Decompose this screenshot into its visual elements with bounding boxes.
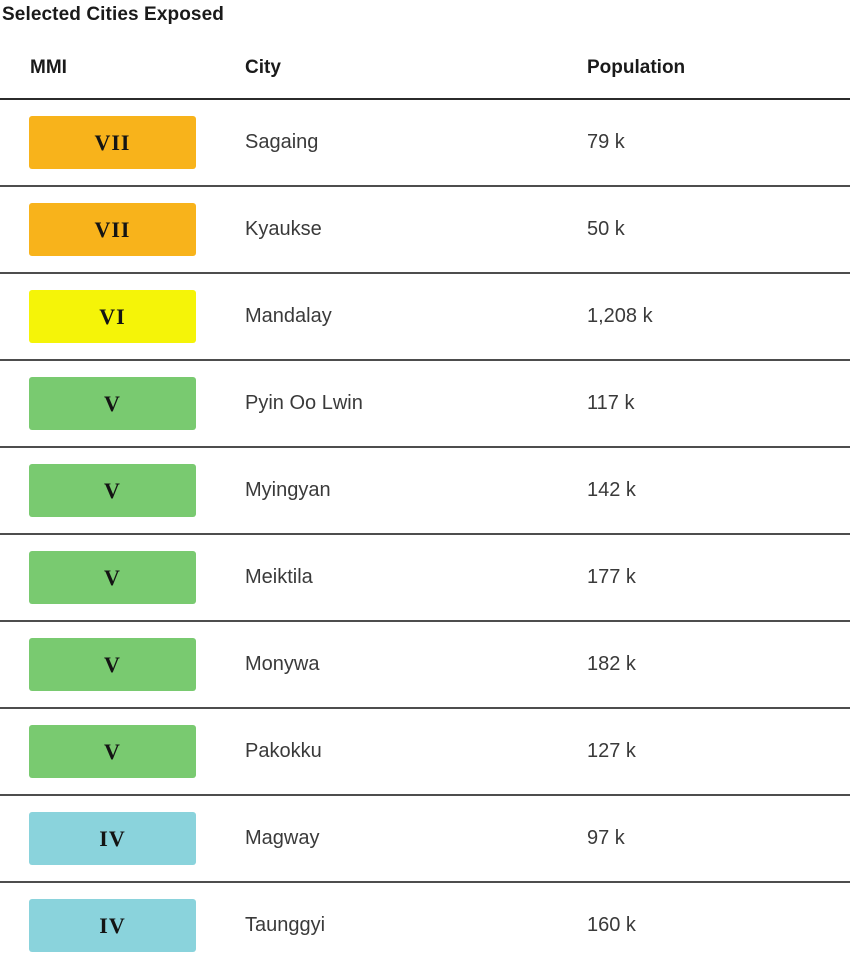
mmi-cell: V bbox=[0, 551, 245, 604]
table-row: VII Sagaing 79 k bbox=[0, 100, 850, 187]
mmi-badge: VI bbox=[29, 290, 196, 343]
mmi-cell: V bbox=[0, 725, 245, 778]
mmi-badge: IV bbox=[29, 812, 196, 865]
table-row: V Monywa 182 k bbox=[0, 622, 850, 709]
population-value: 97 k bbox=[587, 827, 625, 849]
city-name: Mandalay bbox=[245, 305, 332, 327]
mmi-badge: VII bbox=[29, 203, 196, 256]
table-row: VII Kyaukse 50 k bbox=[0, 187, 850, 274]
page-title: Selected Cities Exposed bbox=[2, 4, 224, 25]
population-value: 127 k bbox=[587, 740, 636, 762]
table-row: V Meiktila 177 k bbox=[0, 535, 850, 622]
table-header-row: MMI City Population bbox=[0, 38, 850, 100]
population-value: 160 k bbox=[587, 914, 636, 936]
mmi-cell: V bbox=[0, 464, 245, 517]
mmi-badge: IV bbox=[29, 899, 196, 952]
city-name: Magway bbox=[245, 827, 320, 849]
table-row: IV Taunggyi 160 k bbox=[0, 883, 850, 968]
city-name: Sagaing bbox=[245, 131, 319, 153]
mmi-cell: VI bbox=[0, 290, 245, 343]
city-name: Meiktila bbox=[245, 566, 313, 588]
mmi-cell: IV bbox=[0, 899, 245, 952]
table-row: IV Magway 97 k bbox=[0, 796, 850, 883]
population-value: 177 k bbox=[587, 566, 636, 588]
city-name: Kyaukse bbox=[245, 218, 322, 240]
population-value: 142 k bbox=[587, 479, 636, 501]
population-value: 1,208 k bbox=[587, 305, 653, 327]
city-name: Taunggyi bbox=[245, 914, 326, 936]
mmi-cell: V bbox=[0, 377, 245, 430]
mmi-badge: V bbox=[29, 638, 196, 691]
mmi-cell: IV bbox=[0, 812, 245, 865]
mmi-badge: V bbox=[29, 377, 196, 430]
mmi-cell: V bbox=[0, 638, 245, 691]
table-row: V Pyin Oo Lwin 117 k bbox=[0, 361, 850, 448]
column-header-mmi: MMI bbox=[30, 57, 67, 78]
population-value: 79 k bbox=[587, 131, 625, 153]
mmi-cell: VII bbox=[0, 116, 245, 169]
population-value: 50 k bbox=[587, 218, 625, 240]
table-body: VII Sagaing 79 k VII Kyaukse 50 k VI Man… bbox=[0, 100, 850, 968]
mmi-badge: V bbox=[29, 551, 196, 604]
city-name: Monywa bbox=[245, 653, 320, 675]
mmi-cell: VII bbox=[0, 203, 245, 256]
city-name: Myingyan bbox=[245, 479, 331, 501]
table-row: V Myingyan 142 k bbox=[0, 448, 850, 535]
mmi-badge: VII bbox=[29, 116, 196, 169]
table-row: VI Mandalay 1,208 k bbox=[0, 274, 850, 361]
mmi-badge: V bbox=[29, 464, 196, 517]
column-header-population: Population bbox=[587, 57, 686, 78]
city-name: Pakokku bbox=[245, 740, 322, 762]
mmi-badge: V bbox=[29, 725, 196, 778]
cities-table: MMI City Population VII Sagaing 79 k VII… bbox=[0, 38, 850, 968]
population-value: 117 k bbox=[587, 392, 635, 414]
table-row: V Pakokku 127 k bbox=[0, 709, 850, 796]
population-value: 182 k bbox=[587, 653, 636, 675]
column-header-city: City bbox=[245, 57, 281, 78]
city-name: Pyin Oo Lwin bbox=[245, 392, 363, 414]
